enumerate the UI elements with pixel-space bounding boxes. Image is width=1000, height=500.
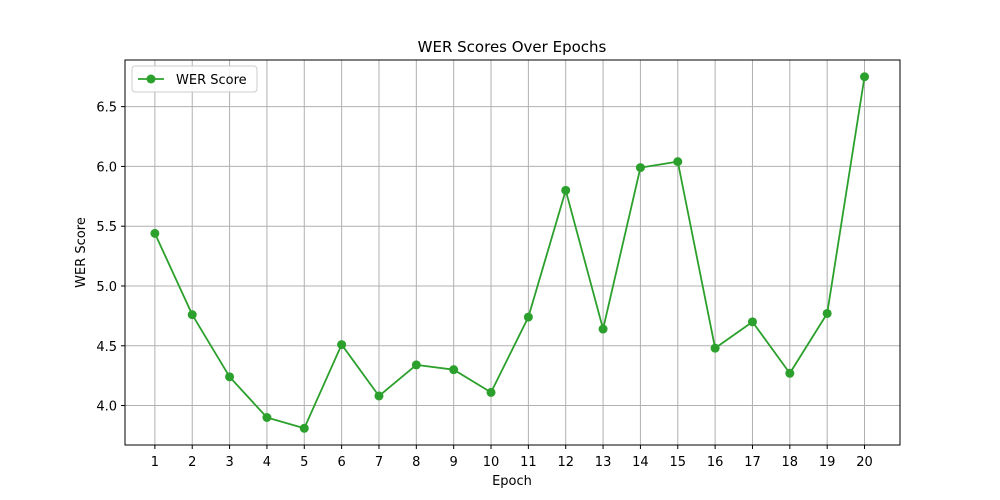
- data-point: [523, 312, 533, 322]
- data-point: [374, 391, 384, 401]
- x-tick-label: 14: [632, 455, 649, 470]
- x-tick-label: 13: [595, 455, 612, 470]
- legend-marker-swatch: [146, 74, 156, 84]
- data-point: [262, 413, 272, 422]
- legend: WER Score: [131, 65, 258, 93]
- x-tick-label: 12: [557, 455, 574, 470]
- data-point: [486, 387, 496, 397]
- data-point: [411, 360, 421, 370]
- plot-frame: [124, 59, 901, 446]
- legend-box: [131, 65, 258, 93]
- x-tick-label: 11: [520, 455, 537, 470]
- x-tick-label: 15: [669, 455, 686, 470]
- data-point: [747, 317, 757, 327]
- data-point: [785, 368, 795, 378]
- data-point: [710, 343, 720, 353]
- data-point: [449, 365, 459, 375]
- series-group: [150, 72, 870, 433]
- grid-lines: [125, 60, 900, 445]
- x-tick-label: 7: [375, 455, 383, 470]
- data-point: [635, 163, 645, 173]
- x-tick-label: 4: [263, 455, 271, 470]
- data-point: [299, 423, 309, 433]
- y-tick-label: 5.0: [96, 280, 117, 295]
- x-tick-label: 9: [450, 455, 458, 470]
- data-point: [860, 72, 870, 82]
- legend-label-wer-score: WER Score: [176, 73, 247, 88]
- x-tick-label: 19: [819, 455, 836, 470]
- data-point: [187, 310, 197, 320]
- x-tick-label: 1: [151, 455, 159, 470]
- x-tick-label: 10: [483, 455, 500, 470]
- y-tick-label: 6.0: [96, 160, 117, 175]
- y-tick-label: 6.5: [96, 101, 117, 116]
- x-axis-ticks: 1 2 3 4 5 6 7 8 9 10 11 12 13 14 15 16 17 18 19 20: [151, 445, 873, 470]
- y-tick-label: 4.0: [96, 400, 117, 415]
- chart-title: WER Scores Over Epochs: [418, 38, 607, 56]
- x-tick-label: 18: [782, 455, 799, 470]
- y-tick-label: 4.5: [96, 340, 117, 355]
- data-point: [561, 185, 571, 195]
- data-point: [822, 308, 832, 318]
- series-line-wer-score: [154, 76, 866, 430]
- y-axis-ticks: 4.0 4.5 5.0 5.5 6.0 6.5: [96, 101, 125, 415]
- data-point: [150, 228, 160, 238]
- data-point: [598, 324, 608, 334]
- x-tick-label: 3: [225, 455, 233, 470]
- x-tick-label: 17: [744, 455, 761, 470]
- x-tick-label: 2: [188, 455, 196, 470]
- x-tick-label: 20: [856, 455, 873, 470]
- x-tick-label: 6: [337, 455, 345, 470]
- y-tick-label: 5.5: [96, 220, 117, 235]
- x-axis-label: Epoch: [492, 474, 532, 489]
- x-tick-label: 5: [300, 455, 308, 470]
- data-point: [337, 340, 347, 350]
- x-tick-label: 16: [707, 455, 724, 470]
- data-point: [225, 372, 235, 382]
- y-axis-label: WER Score: [74, 217, 89, 288]
- data-point: [673, 157, 683, 167]
- x-tick-label: 8: [412, 455, 420, 470]
